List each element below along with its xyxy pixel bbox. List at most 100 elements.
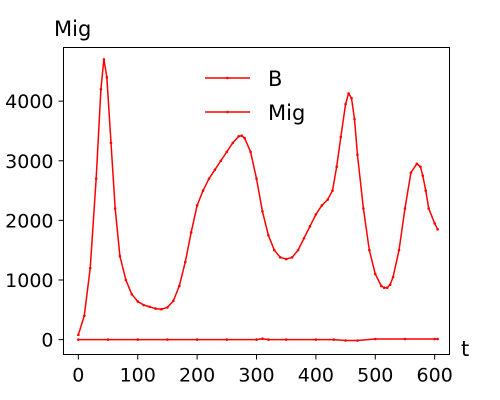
series-point-mig	[94, 177, 98, 180]
series-point-b	[166, 338, 169, 341]
series-point-mig	[326, 198, 330, 201]
y-tick-label: 3000	[5, 151, 53, 173]
x-tick-label: 400	[298, 365, 334, 387]
series-point-mig	[154, 307, 157, 310]
series-point-mig	[219, 159, 223, 163]
series-point-mig	[207, 177, 211, 180]
series-point-b	[255, 338, 258, 341]
series-point-mig	[373, 272, 377, 276]
series-point-mig	[237, 135, 240, 138]
series-point-mig	[189, 231, 193, 234]
series-point-mig	[99, 87, 103, 91]
plot-frame	[63, 47, 450, 355]
series-point-mig	[148, 305, 151, 309]
series-point-mig	[308, 225, 312, 228]
x-tick-label: 200	[179, 365, 215, 387]
series-point-mig	[225, 150, 229, 154]
series-point-b	[106, 338, 110, 341]
series-point-mig	[397, 248, 401, 252]
series-point-mig	[356, 153, 359, 157]
series-point-mig	[124, 278, 128, 282]
x-tick-label: 600	[417, 365, 453, 387]
series-point-mig	[240, 134, 243, 138]
series-point-b	[332, 338, 336, 341]
legend-marker	[226, 76, 229, 80]
series-point-mig	[166, 306, 169, 309]
series-point-mig	[344, 102, 347, 106]
series-point-b	[373, 337, 377, 341]
x-tick-label: 300	[238, 365, 274, 387]
series-line-b	[77, 337, 439, 342]
series-point-mig	[183, 260, 187, 264]
series-point-b	[261, 337, 264, 341]
series-point-b	[136, 338, 140, 341]
series-point-b	[436, 337, 439, 341]
series-point-mig	[350, 96, 353, 100]
series-point-mig	[142, 303, 145, 307]
series-point-mig	[273, 248, 276, 252]
series-point-b	[344, 339, 347, 342]
series-point-mig	[109, 141, 113, 145]
series-point-mig	[172, 299, 175, 303]
series-point-mig	[249, 150, 252, 154]
plot-lines	[77, 58, 439, 342]
series-point-b	[77, 338, 80, 341]
legend: B Mig	[205, 67, 305, 125]
y-tick-label: 4000	[5, 91, 53, 113]
series-point-mig	[385, 286, 389, 290]
series-point-mig	[347, 92, 350, 95]
series-point-mig	[436, 228, 439, 231]
series-point-mig	[105, 76, 109, 79]
series-point-mig	[136, 300, 140, 303]
series-point-mig	[415, 162, 419, 166]
series-point-mig	[130, 292, 134, 296]
series-point-b	[195, 338, 199, 341]
series-point-b	[403, 337, 407, 341]
series-point-mig	[201, 189, 205, 192]
y-tick-label: 1000	[5, 270, 53, 292]
series-point-mig	[284, 257, 288, 261]
y-tick-label: 0	[41, 330, 53, 352]
series-point-mig	[368, 248, 371, 252]
series-point-mig	[388, 283, 392, 287]
x-tick-label: 0	[72, 365, 84, 387]
series-point-b	[284, 338, 288, 341]
series-point-mig	[331, 189, 334, 192]
series-point-mig	[290, 256, 294, 259]
legend-marker	[226, 110, 229, 114]
series-point-b	[267, 338, 270, 341]
series-point-mig	[362, 207, 365, 210]
legend-label: B	[268, 67, 282, 91]
series-point-mig	[195, 204, 199, 207]
x-tick-label: 500	[357, 365, 393, 387]
series-point-mig	[118, 254, 122, 258]
series-point-mig	[424, 189, 428, 192]
series-point-mig	[178, 284, 181, 288]
y-axis-title: Mig	[54, 17, 91, 41]
series-point-mig	[213, 168, 217, 171]
series-point-mig	[267, 233, 270, 237]
series-point-mig	[382, 286, 386, 290]
y-tick-label: 2000	[5, 210, 53, 232]
series-point-mig	[302, 236, 306, 240]
x-tick-label: 100	[120, 365, 156, 387]
series-point-mig	[82, 314, 86, 318]
series-point-mig	[113, 207, 117, 210]
series-point-mig	[231, 141, 235, 145]
x-axis: 0 100 200 300 400 500 600	[72, 354, 453, 387]
series-point-mig	[296, 248, 300, 252]
series-point-mig	[102, 58, 106, 61]
series-point-mig	[255, 177, 258, 180]
series-point-mig	[379, 284, 383, 288]
series-point-mig	[409, 171, 413, 174]
series-point-mig	[339, 135, 343, 139]
series-point-mig	[433, 222, 436, 225]
series-point-mig	[427, 207, 431, 210]
series-point-mig	[403, 207, 407, 210]
series-point-mig	[421, 174, 425, 177]
series-point-mig	[353, 117, 356, 121]
series-point-mig	[419, 165, 422, 169]
x-axis-title: t	[461, 337, 469, 361]
series-point-b	[356, 339, 359, 342]
